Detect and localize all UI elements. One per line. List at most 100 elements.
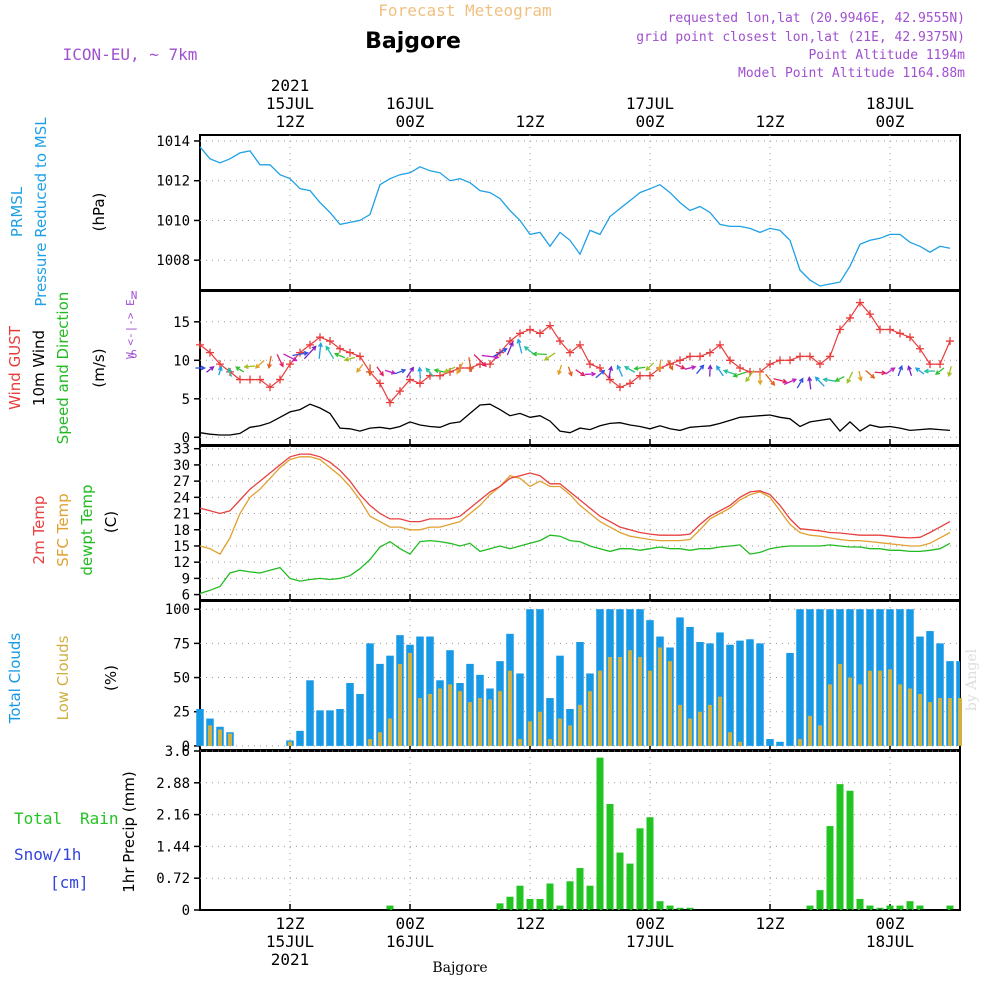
wind-direction-arrow	[773, 378, 787, 383]
model-label: ICON-EU, ~ 7km	[63, 45, 198, 64]
gust-marker	[256, 375, 264, 384]
precip-bar	[636, 828, 644, 910]
total-clouds-bar	[376, 663, 384, 746]
wind-direction-arrow	[709, 365, 711, 377]
precip-bar	[576, 868, 584, 910]
total-clouds-bar	[676, 617, 684, 746]
gust-marker	[566, 348, 574, 357]
wind-direction-arrow	[334, 353, 346, 359]
total-clouds-bar	[746, 639, 754, 746]
low-clouds-bar	[438, 688, 442, 746]
wind-direction-arrowhead	[791, 378, 798, 383]
total-clouds-bar	[926, 631, 934, 746]
wind-direction-arrow	[897, 365, 903, 377]
low-clouds-bar	[708, 704, 712, 746]
pressure-line	[199, 146, 951, 287]
gust-marker	[486, 360, 494, 369]
wind-direction-arrow	[684, 366, 696, 370]
gust-marker	[686, 352, 694, 361]
time-tick-label: 12Z	[516, 914, 545, 933]
wind-direction-arrowhead	[745, 377, 751, 383]
wind-direction-arrow	[434, 369, 446, 373]
wind-direction-arrowhead	[543, 356, 550, 361]
wind-direction-arrow	[394, 369, 406, 375]
wind-direction-arrow	[948, 366, 952, 376]
precip-bar	[656, 901, 664, 910]
pressure-ytick-label: 1014	[156, 134, 190, 150]
wind-direction-arrow	[276, 354, 284, 367]
total-clouds-bar	[896, 609, 904, 746]
low-clouds-bar	[508, 670, 512, 746]
low-clouds-bar	[938, 698, 942, 746]
wind10m-label: 10m Wind	[30, 330, 48, 406]
wind-direction-arrow	[544, 352, 556, 361]
gust-marker	[906, 333, 914, 342]
precip-bar	[526, 898, 534, 910]
wind-direction-arrowhead	[227, 367, 232, 373]
wind-direction-arrowhead	[409, 366, 415, 372]
low-clouds-bar	[828, 684, 832, 746]
wind-direction-arrow	[815, 376, 825, 387]
wind-direction-arrow	[376, 366, 384, 376]
low-clouds-bar	[888, 669, 892, 746]
wind-direction-arrowhead	[502, 348, 508, 353]
total-clouds-bar	[336, 708, 344, 746]
low-clouds-bar	[618, 657, 622, 746]
wind-direction-arrowhead	[691, 365, 697, 370]
total-clouds-bar	[776, 741, 784, 746]
gust-marker	[266, 383, 274, 392]
total-clouds-bar	[706, 643, 714, 746]
temp-ytick-label: 15	[173, 539, 190, 555]
wind-direction-arrowhead	[279, 362, 284, 368]
wind-direction-arrowhead	[814, 376, 820, 382]
time-tick-label: 12Z	[756, 112, 785, 131]
wind-direction-arrow	[907, 366, 913, 376]
time-tick-label: 12Z	[276, 112, 305, 131]
low-clouds-bar	[738, 741, 742, 746]
total-clouds-bar	[786, 652, 794, 746]
low-clouds-bar	[208, 725, 212, 746]
low-clouds-bar	[498, 691, 502, 746]
total-clouds-bar	[556, 655, 564, 746]
time-tick-label: 00Z	[396, 914, 425, 933]
clouds-ytick-label: 25	[173, 705, 190, 721]
wind-direction-arrowhead	[235, 366, 241, 371]
gust-marker	[536, 329, 544, 338]
wind-direction-arrow	[666, 360, 674, 370]
temp-ytick-label: 24	[173, 490, 190, 506]
wind-direction-arrowhead	[680, 364, 686, 370]
wind-direction-arrowhead	[770, 380, 776, 386]
model-altitude: Model Point Altitude 1164.88m	[738, 66, 965, 81]
wind-direction-arrow	[745, 369, 755, 382]
wind-ytick-label: 5	[182, 392, 190, 408]
wind-direction-arrowhead	[367, 370, 373, 377]
wind-direction-arrow	[303, 346, 317, 360]
temp-ytick-label: 21	[173, 507, 190, 523]
wind-direction-arrow	[645, 362, 655, 371]
sfc-temp-label: SFC Temp	[54, 493, 72, 566]
low-clouds-bar	[648, 670, 652, 746]
total-clouds-bar	[196, 708, 204, 746]
precip-bar	[836, 784, 844, 910]
time-tick-label: 12Z	[756, 914, 785, 933]
precip-bar	[586, 885, 594, 910]
precip-bar	[826, 826, 834, 910]
time-tick-label: 18JUL	[866, 932, 914, 951]
precip-ytick-label: 1.44	[156, 839, 190, 855]
low-clouds-bar	[578, 704, 582, 746]
wind-direction-arrowhead	[468, 367, 474, 373]
wind-direction-arrow	[456, 362, 464, 374]
total-clouds-bar	[346, 683, 354, 746]
low-clouds-bar	[468, 702, 472, 746]
wind-direction-arrow	[584, 373, 596, 376]
wind-direction-arrow	[617, 365, 623, 377]
temp-ytick-label: 30	[173, 458, 190, 474]
wind-direction-arrowhead	[857, 376, 863, 382]
wind-direction-arrowhead	[401, 368, 407, 374]
clouds-panel: 0 25 50 75 100 Total Clouds Low Clouds (%)	[6, 600, 962, 755]
compass-north: N	[131, 289, 138, 302]
gust-marker	[286, 360, 294, 369]
wind-direction-arrowhead	[616, 364, 622, 370]
time-tick-label: 2021	[271, 950, 310, 969]
wind-direction-arrowhead	[516, 338, 522, 344]
